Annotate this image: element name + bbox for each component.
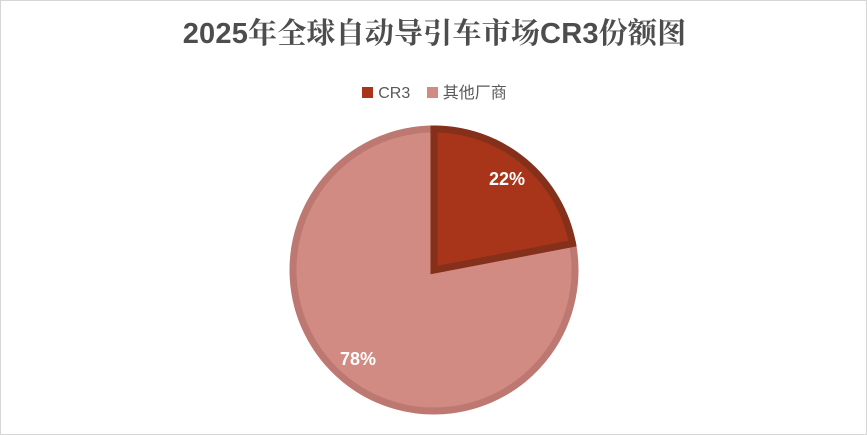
- svg-text:78%: 78%: [340, 349, 376, 369]
- svg-text:22%: 22%: [489, 169, 525, 189]
